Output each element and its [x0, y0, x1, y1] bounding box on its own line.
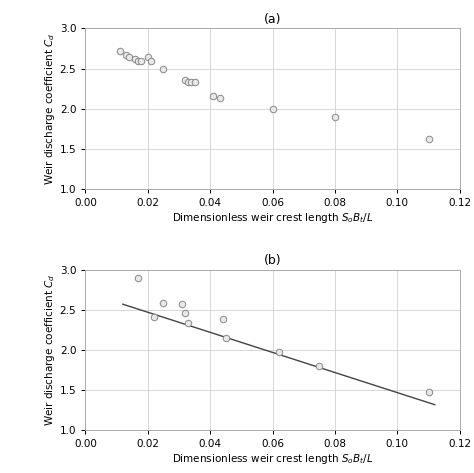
Point: [116, 47, 123, 55]
Y-axis label: Weir discharge coefficient $C_d$: Weir discharge coefficient $C_d$: [43, 33, 57, 185]
Title: (b): (b): [264, 254, 282, 267]
X-axis label: Dimensionless weir crest length $S_oB_t/L$: Dimensionless weir crest length $S_oB_t/…: [172, 452, 374, 466]
Point: [191, 79, 198, 86]
Point: [184, 320, 192, 327]
Point: [316, 362, 323, 370]
Point: [219, 315, 227, 323]
Title: (a): (a): [264, 13, 281, 26]
Point: [182, 76, 189, 84]
Point: [184, 79, 192, 86]
Point: [137, 57, 145, 64]
Point: [222, 334, 229, 342]
Point: [135, 274, 142, 281]
X-axis label: Dimensionless weir crest length $S_oB_t/L$: Dimensionless weir crest length $S_oB_t/…: [172, 211, 374, 225]
Point: [425, 135, 432, 142]
Point: [188, 79, 195, 86]
Point: [135, 57, 142, 64]
Point: [131, 55, 139, 63]
Point: [178, 300, 186, 308]
Point: [210, 92, 217, 100]
Point: [425, 388, 432, 395]
Point: [150, 313, 158, 321]
Point: [331, 113, 339, 121]
Y-axis label: Weir discharge coefficient $C_d$: Weir discharge coefficient $C_d$: [43, 274, 57, 426]
Point: [125, 53, 133, 61]
Point: [275, 349, 283, 356]
Point: [160, 65, 167, 72]
Point: [122, 51, 130, 59]
Point: [216, 94, 223, 101]
Point: [160, 299, 167, 307]
Point: [269, 105, 276, 113]
Point: [144, 53, 152, 61]
Point: [182, 309, 189, 317]
Point: [147, 57, 155, 64]
